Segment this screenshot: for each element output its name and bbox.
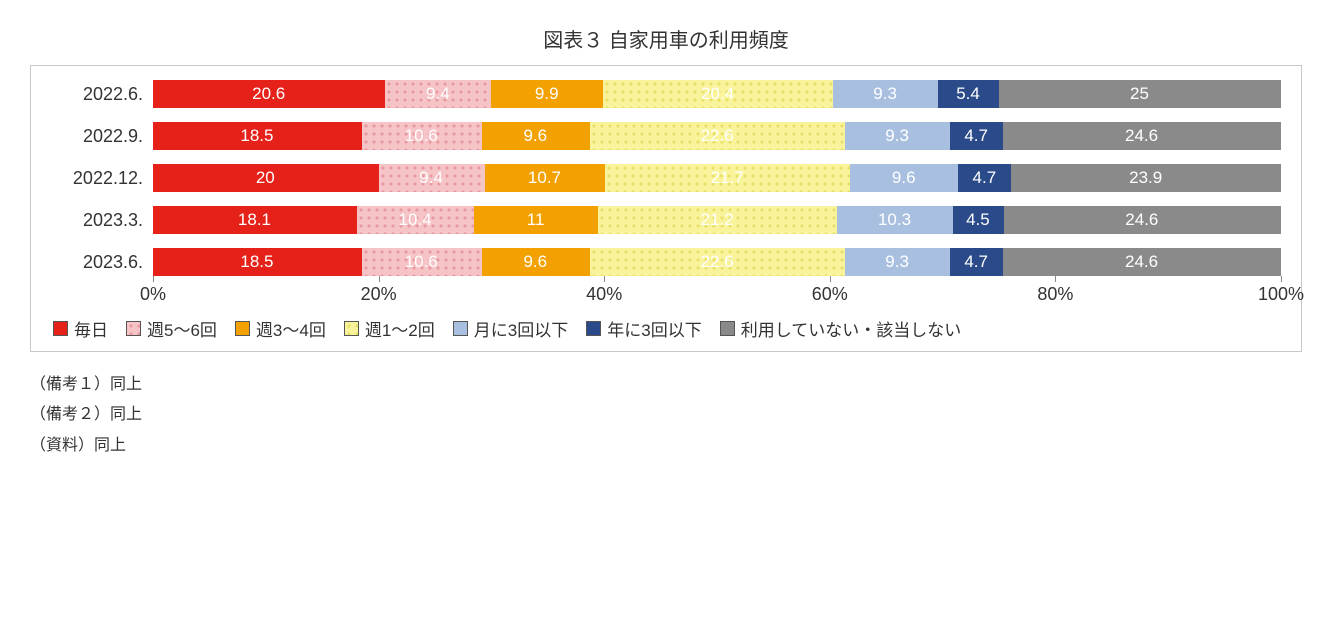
bar-segment: 10.6 xyxy=(362,248,482,276)
legend-label: 週5～6回 xyxy=(147,316,217,341)
legend-item: 毎日 xyxy=(53,316,108,341)
bar-segment: 9.3 xyxy=(845,122,950,150)
bar-row: 2022.6.20.69.49.920.49.35.425 xyxy=(153,80,1281,108)
bar-segment: 4.5 xyxy=(953,206,1004,234)
bar-segment: 10.3 xyxy=(837,206,953,234)
footnote-line: （資料）同上 xyxy=(30,431,1302,461)
bar-segment: 9.9 xyxy=(491,80,603,108)
row-label: 2023.3. xyxy=(43,210,143,231)
bar-segment: 24.6 xyxy=(1003,248,1281,276)
bar-segment: 9.3 xyxy=(845,248,950,276)
legend-swatch xyxy=(126,321,141,336)
chart-frame: 2022.6.20.69.49.920.49.35.4252022.9.18.5… xyxy=(30,65,1302,352)
legend-swatch xyxy=(453,321,468,336)
bar-segment: 4.7 xyxy=(950,122,1003,150)
bar-segment: 10.6 xyxy=(362,122,482,150)
legend-label: 利用していない・該当しない xyxy=(741,316,962,341)
bar-segment: 4.7 xyxy=(950,248,1003,276)
bar-segment: 20 xyxy=(153,164,379,192)
bar-segment: 25 xyxy=(999,80,1281,108)
bar-segment: 9.6 xyxy=(482,122,590,150)
legend-item: 週3～4回 xyxy=(235,316,326,341)
bar-segment: 18.5 xyxy=(153,122,362,150)
row-label: 2022.6. xyxy=(43,84,143,105)
legend-label: 毎日 xyxy=(74,316,108,341)
legend-item: 月に3回以下 xyxy=(453,316,568,341)
bar-segment: 5.4 xyxy=(938,80,999,108)
bar-segment: 18.5 xyxy=(153,248,362,276)
bars-area: 2022.6.20.69.49.920.49.35.425 2022.9.18.5… xyxy=(153,80,1281,276)
footnote-line: （備考２）同上 xyxy=(30,400,1302,430)
bar-segment: 10.4 xyxy=(357,206,474,234)
legend: 毎日 週5～6回 週3～4回 週1～2回 月に3回以下 年に3回以下 利用していない・該当し… xyxy=(53,316,1289,341)
legend-item: 利用していない・該当しない xyxy=(720,316,962,341)
row-label: 2022.9. xyxy=(43,126,143,147)
bar-row: 2023.6.18.510.69.622.69.34.724.6 xyxy=(153,248,1281,276)
legend-label: 年に3回以下 xyxy=(607,316,701,341)
legend-swatch xyxy=(586,321,601,336)
legend-item: 週1～2回 xyxy=(344,316,435,341)
bar-segment: 9.4 xyxy=(385,80,491,108)
axis-tick: 20% xyxy=(361,284,397,305)
footnote-line: （備考１）同上 xyxy=(30,370,1302,400)
legend-label: 週1～2回 xyxy=(365,316,435,341)
bar-segment: 18.1 xyxy=(153,206,357,234)
bar-row: 2022.12.209.410.721.79.64.723.9 xyxy=(153,164,1281,192)
bar-row: 2022.9.18.510.69.622.69.34.724.6 xyxy=(153,122,1281,150)
legend-swatch xyxy=(344,321,359,336)
axis-tick: 100% xyxy=(1258,284,1304,305)
legend-label: 月に3回以下 xyxy=(474,316,568,341)
x-axis: 0%20%40%60%80%100% xyxy=(153,282,1281,310)
legend-swatch xyxy=(53,321,68,336)
bar-segment: 9.4 xyxy=(379,164,485,192)
chart-title: 図表３ 自家用車の利用頻度 xyxy=(30,24,1302,53)
legend-item: 年に3回以下 xyxy=(586,316,701,341)
bar-segment: 9.3 xyxy=(833,80,938,108)
bar-segment: 24.6 xyxy=(1004,206,1281,234)
row-label: 2022.12. xyxy=(43,168,143,189)
axis-tick: 60% xyxy=(812,284,848,305)
bar-segment: 10.7 xyxy=(485,164,606,192)
bar-segment: 4.7 xyxy=(958,164,1011,192)
row-label: 2023.6. xyxy=(43,252,143,273)
legend-label: 週3～4回 xyxy=(256,316,326,341)
legend-item: 週5～6回 xyxy=(126,316,217,341)
bar-segment: 20.4 xyxy=(603,80,833,108)
legend-swatch xyxy=(235,321,250,336)
bar-segment: 11 xyxy=(474,206,598,234)
bar-segment: 22.6 xyxy=(590,248,845,276)
bar-segment: 21.7 xyxy=(605,164,850,192)
bar-segment: 22.6 xyxy=(590,122,845,150)
axis-tick: 80% xyxy=(1037,284,1073,305)
bar-segment: 20.6 xyxy=(153,80,385,108)
axis-tick: 40% xyxy=(586,284,622,305)
legend-swatch xyxy=(720,321,735,336)
footnotes: （備考１）同上（備考２）同上（資料）同上 xyxy=(30,370,1302,461)
bar-segment: 23.9 xyxy=(1011,164,1281,192)
bar-row: 2023.3.18.110.41121.210.34.524.6 xyxy=(153,206,1281,234)
bar-segment: 9.6 xyxy=(482,248,590,276)
bar-segment: 24.6 xyxy=(1003,122,1281,150)
bar-segment: 9.6 xyxy=(850,164,958,192)
axis-tick: 0% xyxy=(140,284,166,305)
bar-segment: 21.2 xyxy=(598,206,837,234)
